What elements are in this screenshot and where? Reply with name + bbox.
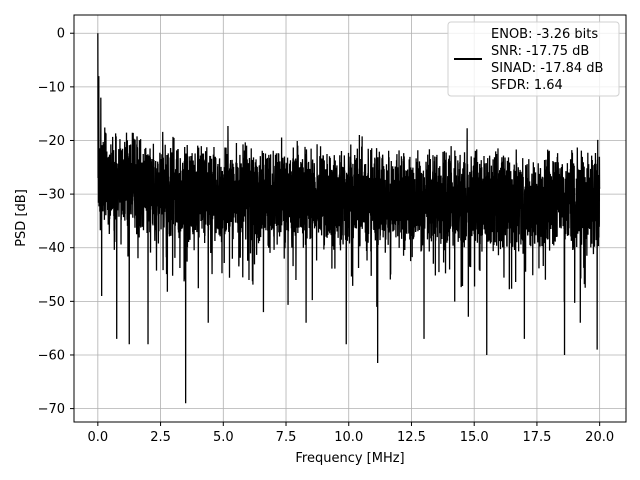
y-tick-label: −20	[38, 134, 65, 149]
legend-entry-snr: SNR: -17.75 dB	[491, 44, 589, 59]
legend-entry-sfdr: SFDR: 1.64	[491, 78, 563, 93]
y-tick-label: −40	[38, 241, 65, 256]
x-tick-label: 7.5	[276, 430, 297, 445]
legend: ENOB: -3.26 bits SNR: -17.75 dB SINAD: -…	[447, 21, 620, 97]
y-tick-label: −30	[38, 188, 65, 203]
x-tick-label: 15.0	[460, 430, 489, 445]
legend-entry-sinad: SINAD: -17.84 dB	[491, 61, 603, 76]
legend-box	[447, 21, 620, 97]
x-tick-label: 0.0	[87, 430, 108, 445]
legend-entry-enob: ENOB: -3.26 bits	[491, 27, 598, 42]
y-tick-label: −70	[38, 402, 65, 417]
x-tick-label: 2.5	[150, 430, 171, 445]
y-tick-label: −50	[38, 295, 65, 310]
y-tick-label: −10	[38, 80, 65, 95]
y-axis-ticks: 0 −10 −20 −30 −40 −50 −60 −70	[38, 27, 74, 417]
x-tick-label: 5.0	[213, 430, 234, 445]
x-tick-label: 20.0	[585, 430, 614, 445]
y-tick-label: −60	[38, 348, 65, 363]
psd-line	[97, 33, 601, 404]
psd-series	[97, 33, 601, 404]
x-tick-label: 12.5	[397, 430, 426, 445]
x-axis-label: Frequency [MHz]	[295, 451, 404, 466]
x-tick-label: 17.5	[522, 430, 551, 445]
x-axis-ticks: 0.0 2.5 5.0 7.5 10.0 12.5 15.0 17.5 20.0	[87, 422, 614, 445]
x-tick-label: 10.0	[334, 430, 363, 445]
axes-frame	[73, 14, 627, 423]
y-axis-label: PSD [dB]	[14, 189, 29, 247]
y-tick-label: 0	[57, 27, 65, 42]
